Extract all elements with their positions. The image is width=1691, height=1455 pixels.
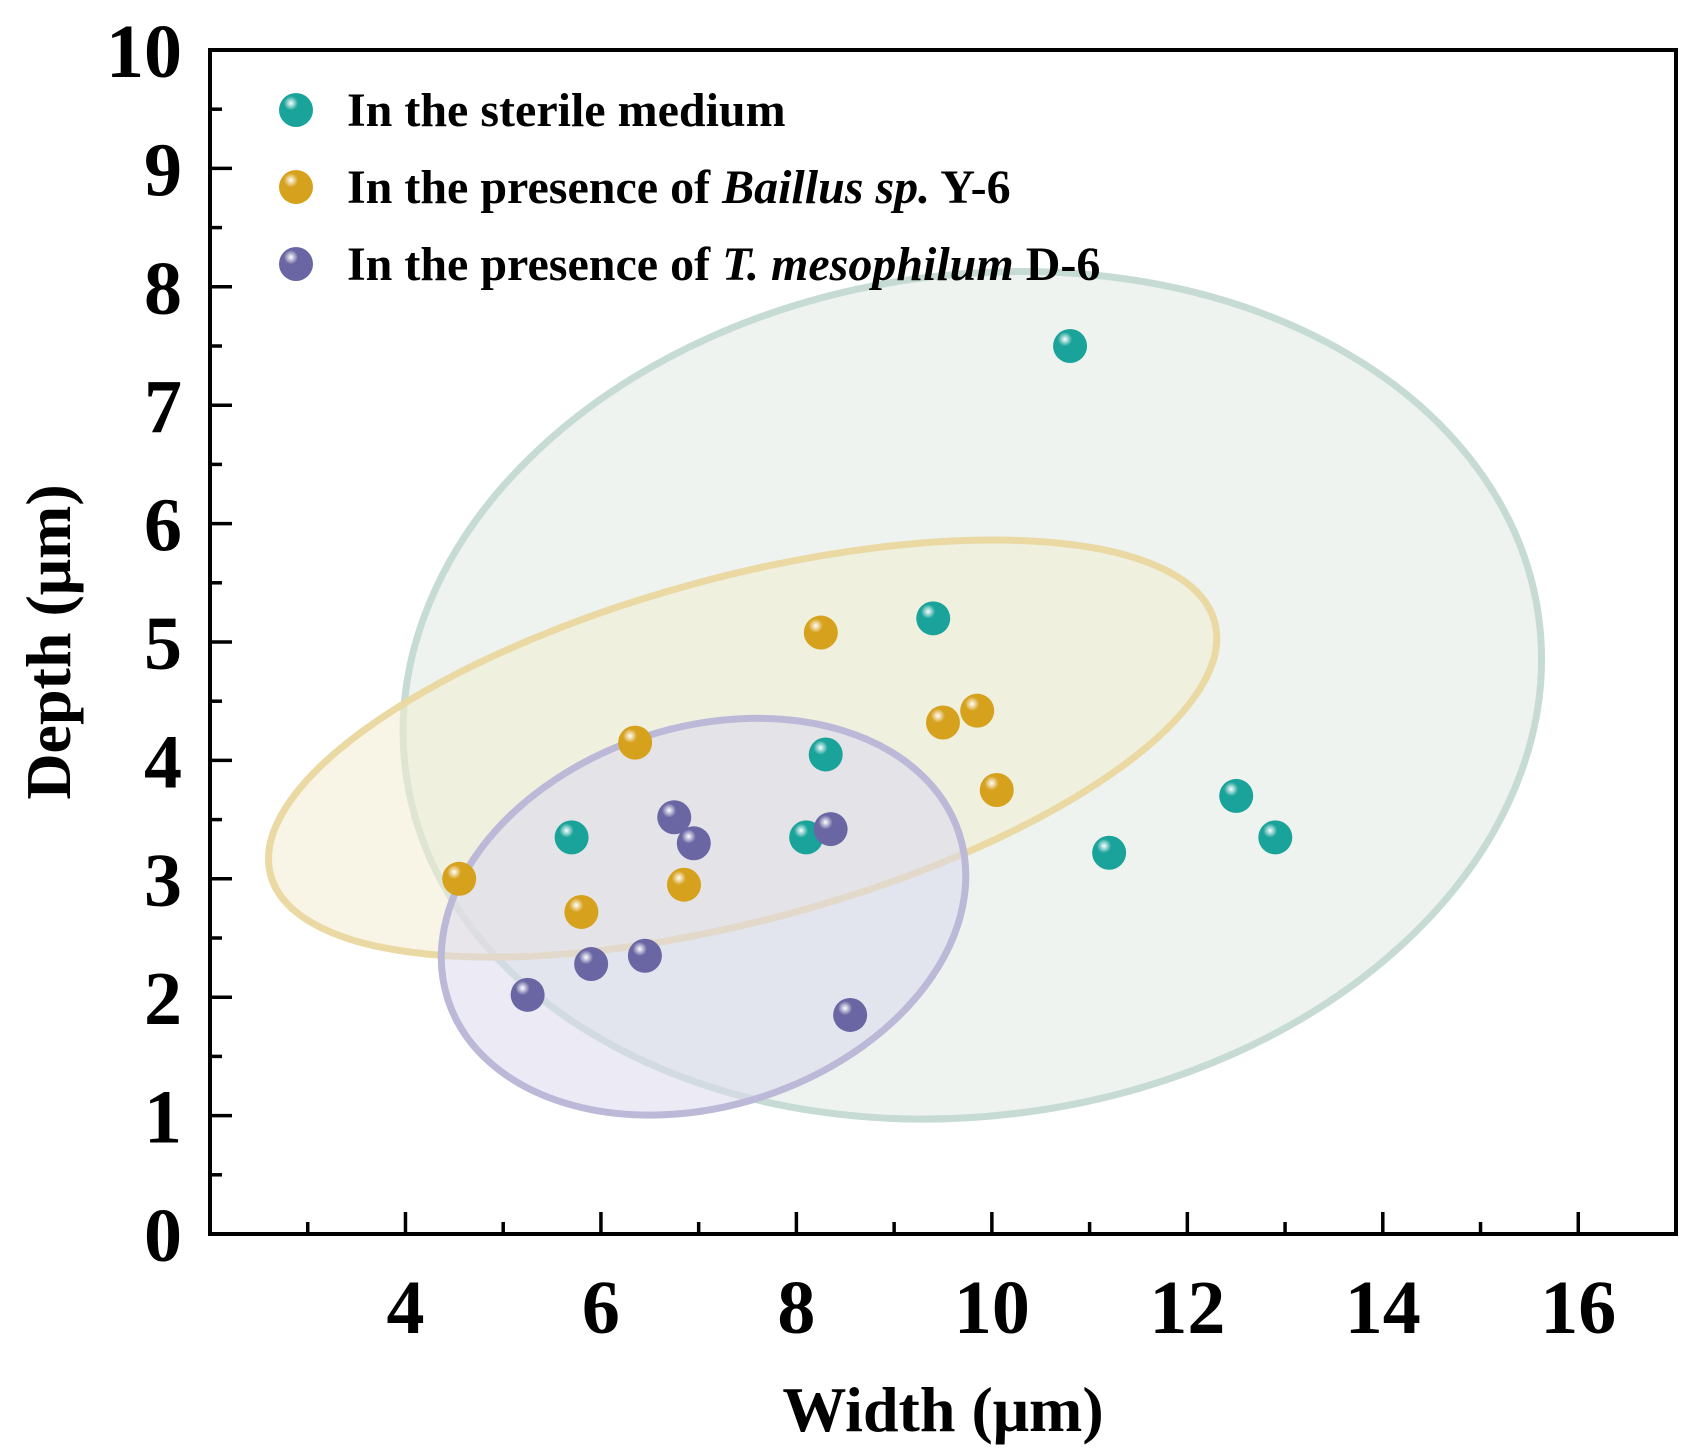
- legend: In the sterile medium In the presence of …: [279, 84, 1100, 291]
- y-tick-label: 8: [144, 247, 182, 331]
- legend-marker-in-the-presence-of-t-mesophilum-d-6: [279, 247, 313, 281]
- data-points: [442, 329, 1293, 1032]
- x-axis: 4 6 8 10 12 14 16: [305, 1212, 1616, 1350]
- point-in-the-presence-of-baillus-sp-y-6: [564, 894, 599, 929]
- legend-label-in-the-sterile-medium: In the sterile medium: [347, 84, 786, 137]
- y-tick-label: 6: [144, 484, 182, 568]
- point-in-the-sterile-medium: [808, 737, 843, 772]
- x-tick-label: 4: [386, 1266, 424, 1350]
- y-tick-label: 10: [106, 10, 182, 94]
- point-in-the-presence-of-baillus-sp-y-6: [667, 867, 702, 902]
- y-tick-label: 9: [144, 128, 182, 212]
- point-in-the-sterile-medium: [1258, 820, 1293, 855]
- point-in-the-sterile-medium: [1092, 835, 1127, 870]
- point-in-the-presence-of-t-mesophilum-d-6: [627, 938, 662, 973]
- y-tick-label: 0: [144, 1194, 182, 1278]
- x-tick-label: 6: [582, 1266, 620, 1350]
- y-tick-label: 3: [144, 839, 182, 923]
- point-in-the-presence-of-t-mesophilum-d-6: [813, 812, 848, 847]
- y-tick-label: 7: [144, 365, 182, 449]
- point-in-the-presence-of-baillus-sp-y-6: [979, 773, 1014, 807]
- point-in-the-presence-of-t-mesophilum-d-6: [574, 947, 609, 982]
- point-in-the-presence-of-t-mesophilum-d-6: [676, 826, 711, 861]
- legend-label-in-the-presence-of-t-mesophilum-d-6: In the presence of T. mesophilum D-6: [347, 238, 1100, 291]
- point-in-the-presence-of-baillus-sp-y-6: [926, 705, 960, 740]
- point-in-the-sterile-medium: [1219, 778, 1254, 813]
- x-tick-label: 8: [777, 1266, 815, 1350]
- point-in-the-presence-of-t-mesophilum-d-6: [510, 977, 545, 1012]
- point-in-the-presence-of-baillus-sp-y-6: [618, 725, 653, 760]
- y-tick-label: 1: [144, 1076, 182, 1160]
- point-in-the-sterile-medium: [916, 601, 951, 636]
- confidence-ellipses: [265, 268, 1546, 1123]
- y-tick-label: 2: [144, 957, 182, 1041]
- point-in-the-presence-of-baillus-sp-y-6: [960, 693, 995, 728]
- x-tick-label: 14: [1345, 1266, 1421, 1350]
- point-in-the-sterile-medium: [1053, 329, 1088, 363]
- point-in-the-presence-of-t-mesophilum-d-6: [657, 800, 692, 835]
- x-tick-label: 12: [1149, 1266, 1225, 1350]
- point-in-the-presence-of-baillus-sp-y-6: [442, 861, 477, 896]
- point-in-the-sterile-medium: [554, 820, 589, 855]
- legend-marker-in-the-presence-of-baillus-sp-y-6: [279, 170, 313, 204]
- y-axis: 0 1 2 3 4 5 6 7 8 9 10: [106, 10, 232, 1278]
- legend-marker-in-the-sterile-medium: [279, 93, 313, 127]
- legend-label-in-the-presence-of-baillus-sp-y-6: In the presence of Baillus sp. Y-6: [347, 161, 1011, 214]
- x-axis-title: Width (μm): [782, 1374, 1103, 1445]
- y-tick-label: 4: [144, 720, 182, 804]
- y-tick-label: 5: [144, 602, 182, 686]
- y-axis-title: Depth (μm): [13, 484, 84, 799]
- x-tick-label: 10: [954, 1266, 1030, 1350]
- point-in-the-presence-of-t-mesophilum-d-6: [833, 997, 868, 1032]
- x-tick-label: 16: [1540, 1266, 1616, 1350]
- point-in-the-presence-of-baillus-sp-y-6: [803, 615, 838, 650]
